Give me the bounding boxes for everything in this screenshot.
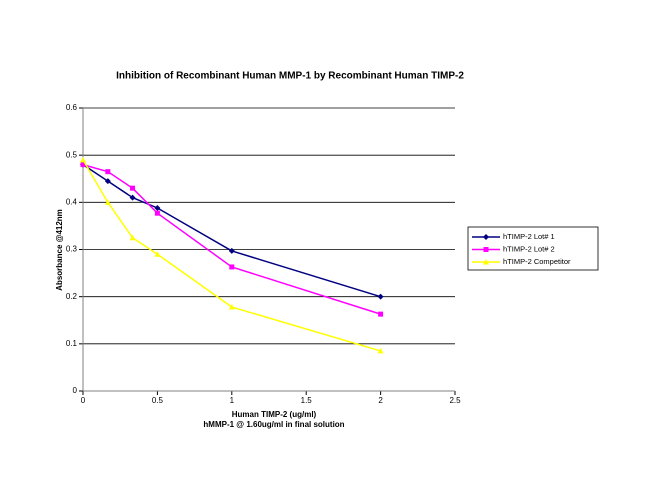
x-tick-label: 0 xyxy=(81,396,86,405)
y-tick-label: 0.6 xyxy=(66,103,78,112)
legend-label: hTIMP-2 Lot# 2 xyxy=(503,244,555,253)
data-line xyxy=(82,163,381,315)
x-tick-label: 2 xyxy=(378,396,383,405)
marker xyxy=(154,204,161,211)
marker xyxy=(80,156,86,163)
legend-box xyxy=(467,226,599,271)
y-tick-label: 0.2 xyxy=(66,292,78,301)
y-tick-label: 0.4 xyxy=(66,197,78,206)
marker xyxy=(377,293,384,300)
marker xyxy=(483,259,489,265)
marker xyxy=(129,194,136,201)
marker xyxy=(130,185,136,191)
marker xyxy=(378,311,384,317)
marker xyxy=(104,199,111,205)
marker xyxy=(377,347,384,354)
x-axis-note: hMMP-1 @ 1.60ug/ml in final solution xyxy=(203,420,344,429)
x-axis-title: Human TIMP-2 (ug/ml) xyxy=(232,410,317,419)
marker xyxy=(228,304,235,310)
x-tick-label: 1 xyxy=(230,396,235,405)
marker xyxy=(105,169,111,175)
marker xyxy=(80,162,86,168)
marker xyxy=(229,264,235,270)
marker xyxy=(483,247,489,252)
x-tick-label: 1.5 xyxy=(301,396,313,405)
y-tick-label: 0 xyxy=(73,386,78,395)
y-axis-title: Absorbance @412nm xyxy=(55,209,64,291)
y-tick-label: 0.3 xyxy=(66,245,78,254)
x-tick-label: 2.5 xyxy=(449,396,461,405)
y-tick-label: 0.5 xyxy=(66,150,78,159)
data-line xyxy=(82,163,381,298)
marker xyxy=(129,234,136,241)
marker xyxy=(483,234,489,240)
legend-label: hTIMP-2 Competitor xyxy=(503,257,571,266)
legend-label: hTIMP-2 Lot# 1 xyxy=(503,232,555,241)
x-tick-label: 0.5 xyxy=(152,396,164,405)
y-tick-label: 0.1 xyxy=(66,339,78,348)
marker xyxy=(154,251,161,257)
chart-title: Inhibition of Recombinant Human MMP-1 by… xyxy=(116,71,464,82)
data-line xyxy=(82,159,381,352)
marker xyxy=(228,247,235,254)
marker xyxy=(104,178,111,185)
marker xyxy=(154,210,160,216)
